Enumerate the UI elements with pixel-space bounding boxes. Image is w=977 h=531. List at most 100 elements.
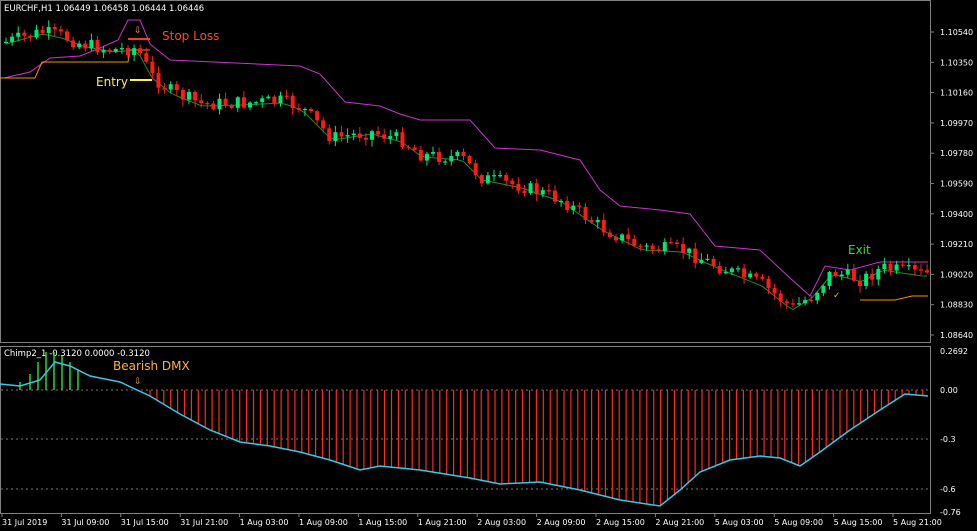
candle	[504, 172, 509, 187]
candle	[156, 66, 161, 94]
candle	[211, 100, 216, 111]
candle	[522, 184, 527, 197]
candle	[296, 103, 301, 113]
candle	[693, 242, 698, 269]
candle	[772, 283, 777, 300]
main-chart-panel[interactable]	[0, 0, 931, 343]
time-label: 2 Aug 03:00	[477, 518, 526, 527]
lower-envelope-line-right	[860, 295, 928, 301]
candle	[34, 24, 39, 40]
entry-label: Entry	[96, 75, 128, 89]
candle	[388, 129, 393, 145]
price-label: 1.09780	[940, 149, 973, 158]
candle	[467, 154, 472, 165]
time-label: 31 Jul 2019	[2, 518, 47, 527]
candle	[248, 101, 252, 111]
candle	[473, 159, 478, 180]
time-label: 1 Aug 03:00	[240, 518, 289, 527]
candle	[382, 128, 387, 143]
time-label: 2 Aug 21:00	[655, 518, 704, 527]
candle	[479, 173, 484, 187]
candle	[229, 103, 234, 110]
candle	[540, 187, 545, 198]
time-label: 2 Aug 15:00	[596, 518, 645, 527]
price-label: 1.09970	[940, 119, 973, 128]
time-label: 5 Aug 15:00	[834, 518, 883, 527]
indicator-panel[interactable]	[0, 346, 931, 514]
candle	[95, 36, 100, 55]
candle	[290, 92, 295, 115]
candle	[65, 28, 69, 43]
candle	[888, 260, 893, 276]
candle	[309, 107, 313, 114]
indicator-axis: 0.2692 0.00 -0.3 -0.6 -0.76	[940, 347, 968, 517]
candle	[485, 171, 490, 185]
candle	[632, 234, 637, 248]
price-label: 1.08640	[940, 331, 973, 340]
candle	[912, 262, 917, 277]
time-label: 31 Jul 09:00	[61, 518, 109, 527]
candle	[736, 265, 740, 273]
candle	[754, 271, 759, 280]
candle	[845, 263, 850, 279]
candle	[217, 93, 222, 115]
candle	[546, 183, 551, 196]
candle	[101, 46, 106, 59]
time-label: 5 Aug 09:00	[774, 518, 823, 527]
svg-text:⇩: ⇩	[134, 26, 142, 36]
candle	[827, 270, 832, 290]
candle	[498, 170, 503, 178]
candle	[455, 149, 460, 160]
candle	[644, 243, 649, 251]
candle	[492, 169, 496, 182]
indicator-header: Chimp2_1 -0.3120 0.0000 -0.3120	[4, 349, 150, 359]
candle	[742, 264, 747, 284]
candle	[864, 270, 869, 290]
candle	[357, 127, 362, 143]
candle	[906, 258, 911, 271]
candle	[839, 270, 844, 281]
candle	[370, 129, 374, 147]
candle	[894, 260, 899, 274]
candle	[662, 238, 667, 255]
time-label: 31 Jul 21:00	[180, 518, 228, 527]
candle	[809, 294, 814, 303]
price-label: 1.10350	[940, 58, 973, 67]
candle	[626, 227, 631, 245]
candle	[900, 260, 905, 268]
candle	[40, 25, 45, 36]
candle	[394, 129, 399, 140]
candle	[528, 180, 533, 195]
candle	[119, 42, 124, 54]
candle	[150, 56, 155, 80]
candle	[919, 264, 923, 276]
candle	[858, 274, 862, 293]
price-label: 1.09400	[940, 210, 973, 219]
candle	[510, 178, 515, 189]
candle	[553, 185, 557, 205]
candle	[571, 201, 576, 215]
candlesticks	[4, 20, 930, 310]
time-label: 31 Jul 15:00	[121, 518, 169, 527]
candle	[406, 145, 411, 150]
price-label: 1.10160	[940, 89, 973, 98]
candle	[162, 82, 167, 94]
candle	[534, 178, 539, 202]
candle	[400, 127, 405, 150]
bearish-dmx-arrow-icon: ⇩	[134, 377, 142, 387]
candle	[321, 117, 326, 133]
candle	[717, 261, 722, 276]
candle	[766, 276, 771, 294]
indicator-level-label: -0.3	[940, 435, 956, 444]
indicator-level-label: 0.2692	[940, 347, 968, 356]
candle	[650, 243, 655, 255]
stop-loss-marker: ⇩	[128, 26, 150, 40]
candle	[241, 91, 246, 110]
candle	[589, 216, 594, 224]
bearish-dmx-label: Bearish DMX	[113, 359, 190, 373]
stop-loss-label: Stop Loss	[162, 29, 219, 43]
candle	[278, 91, 283, 107]
candle	[431, 146, 435, 157]
candle	[363, 133, 368, 146]
